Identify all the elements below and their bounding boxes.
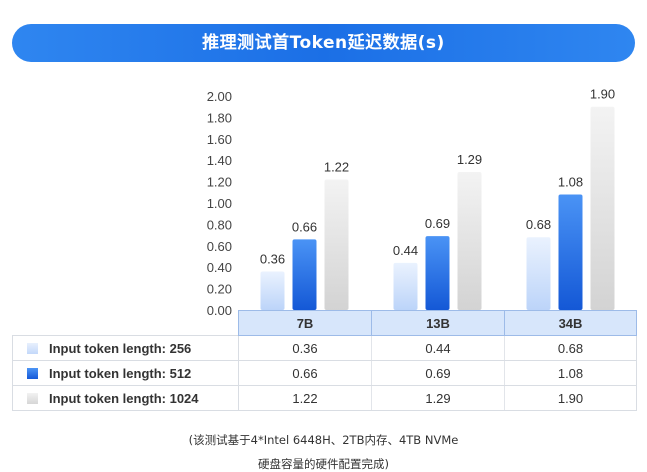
bar-13b-series-2 — [457, 171, 482, 310]
legend-entry-256: Input token length: 256 — [12, 335, 239, 361]
y-tick-label: 0.00 — [207, 303, 232, 318]
y-tick-label: 1.40 — [207, 153, 232, 168]
data-label: 1.22 — [324, 159, 349, 174]
data-label: 1.08 — [558, 174, 583, 189]
table-cell: 1.29 — [371, 385, 505, 411]
legend-swatch-512 — [27, 367, 38, 379]
bar-13b-series-0 — [393, 262, 418, 310]
bar-chart: 0.00 0.20 0.40 0.60 0.80 1.00 1.20 1.40 1.60 1.80… — [207, 87, 615, 318]
bar-7b-series-1 — [292, 239, 317, 310]
y-tick-label: 0.20 — [207, 282, 232, 297]
bar-34b-series-1 — [558, 194, 583, 310]
y-tick-label: 1.00 — [207, 196, 232, 211]
y-tick-label: 0.80 — [207, 217, 232, 232]
bar-7b-series-0 — [260, 271, 285, 310]
footnote-line-2: 硬盘容量的硬件配置完成) — [258, 457, 389, 471]
table-cell: 0.69 — [371, 360, 505, 386]
data-label: 1.90 — [590, 87, 615, 102]
legend-swatch-256 — [27, 342, 38, 354]
chart-title: 推理测试首Token延迟数据(s) — [12, 24, 635, 62]
legend-label-256: Input token length: 256 — [49, 340, 192, 356]
legend-entry-1024: Input token length: 1024 — [12, 385, 239, 411]
bar-7b-series-2 — [324, 179, 349, 310]
legend-entry-512: Input token length: 512 — [12, 360, 239, 386]
table-cell: 1.22 — [238, 385, 372, 411]
bar-13b-series-1 — [425, 236, 450, 310]
data-label: 0.44 — [393, 243, 418, 258]
bar-34b-series-2 — [590, 106, 615, 310]
table-cell: 1.08 — [504, 360, 637, 386]
table-header-row: 7B 13B 34B — [13, 310, 637, 336]
table-row: Input token length: 1024 1.22 1.29 1.90 — [12, 385, 637, 411]
table-cell: 0.44 — [371, 335, 505, 361]
data-label: 0.66 — [292, 219, 317, 234]
y-tick-label: 0.60 — [207, 239, 232, 254]
table-cell: 0.36 — [238, 335, 372, 361]
table-header-34b: 34B — [504, 310, 637, 336]
table-cell: 0.66 — [238, 360, 372, 386]
legend-label-512: Input token length: 512 — [49, 365, 192, 381]
y-tick-label: 1.80 — [207, 110, 232, 125]
data-table: 7B 13B 34B Input token length: 256 0.36 … — [12, 310, 637, 411]
data-label: 0.68 — [526, 217, 551, 232]
table-corner — [13, 311, 239, 336]
data-label: 0.36 — [260, 251, 285, 266]
legend-label-1024: Input token length: 1024 — [49, 390, 199, 406]
bar-34b-series-0 — [526, 237, 551, 310]
table-row: Input token length: 512 0.66 0.69 1.08 — [12, 360, 637, 386]
data-label: 1.29 — [457, 152, 482, 167]
y-tick-label: 0.40 — [207, 260, 232, 275]
table-header-7b: 7B — [238, 310, 372, 336]
table-cell: 0.68 — [504, 335, 637, 361]
legend-swatch-1024 — [27, 392, 38, 404]
y-tick-label: 1.20 — [207, 175, 232, 190]
table-row: Input token length: 256 0.36 0.44 0.68 — [12, 335, 637, 361]
y-tick-label: 2.00 — [207, 89, 232, 104]
table-cell: 1.90 — [504, 385, 637, 411]
table-header-13b: 13B — [371, 310, 505, 336]
footnote-line-1: (该测试基于4*Intel 6448H、2TB内存、4TB NVMe — [188, 433, 459, 447]
y-tick-label: 1.60 — [207, 132, 232, 147]
data-label: 0.69 — [425, 216, 450, 231]
